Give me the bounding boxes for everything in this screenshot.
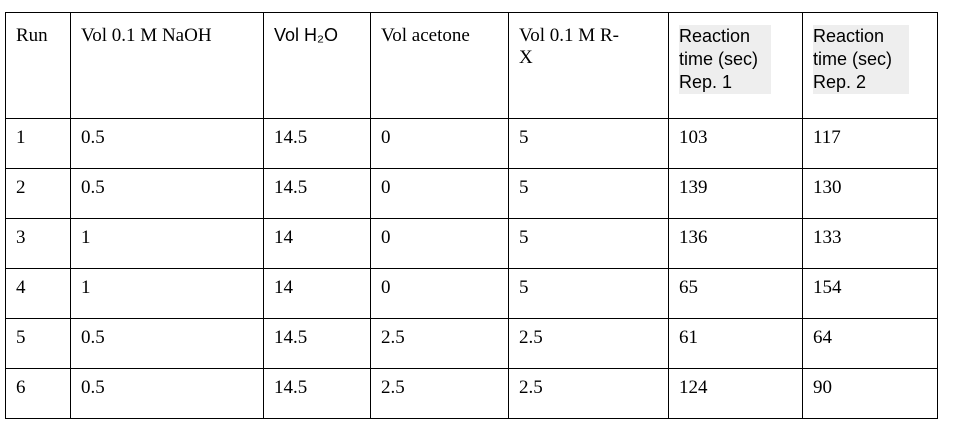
cell: 2.5: [370, 318, 509, 369]
cell: 65: [668, 268, 803, 319]
cell: 5: [5, 318, 71, 369]
data-row: 3 1 14 0 5 136 133: [5, 218, 938, 269]
header-cell: Vol H₂O: [263, 12, 371, 119]
cell: 14.5: [263, 368, 371, 419]
cell: 14.5: [263, 168, 371, 219]
cell: 3: [5, 218, 71, 269]
cell: 0: [370, 218, 509, 269]
header-text: Reaction time (sec) Rep. 2: [813, 25, 909, 94]
cell: 2.5: [508, 318, 669, 369]
cell: 0: [370, 168, 509, 219]
cell: 0.5: [70, 318, 264, 369]
cell: 103: [668, 118, 803, 169]
header-cell: Reaction time (sec) Rep. 2: [802, 12, 938, 119]
cell: 6: [5, 368, 71, 419]
header-cell: Run: [5, 12, 71, 119]
data-row: 5 0.5 14.5 2.5 2.5 61 64: [5, 318, 938, 369]
cell: 14.5: [263, 318, 371, 369]
cell: 2.5: [370, 368, 509, 419]
cell: 117: [802, 118, 938, 169]
cell: 0.5: [70, 368, 264, 419]
cell: 5: [508, 118, 669, 169]
cell: 0: [370, 268, 509, 319]
header-text: Reaction time (sec) Rep. 1: [679, 25, 771, 94]
data-row: 2 0.5 14.5 0 5 139 130: [5, 168, 938, 219]
cell: 14: [263, 268, 371, 319]
cell: 90: [802, 368, 938, 419]
header-cell: Vol 0.1 M NaOH: [70, 12, 264, 119]
cell: 1: [70, 268, 264, 319]
cell: 64: [802, 318, 938, 369]
cell: 136: [668, 218, 803, 269]
cell: 61: [668, 318, 803, 369]
cell: 4: [5, 268, 71, 319]
cell: 0.5: [70, 168, 264, 219]
cell: 1: [5, 118, 71, 169]
cell: 2.5: [508, 368, 669, 419]
cell: 124: [668, 368, 803, 419]
header-row: Run Vol 0.1 M NaOH Vol H₂O Vol acetone V…: [5, 12, 938, 119]
cell: 5: [508, 168, 669, 219]
cell: 1: [70, 218, 264, 269]
cell: 133: [802, 218, 938, 269]
cell: 154: [802, 268, 938, 319]
cell: 14.5: [263, 118, 371, 169]
header-text: Vol 0.1 M R-X: [519, 25, 619, 68]
cell: 139: [668, 168, 803, 219]
table-body: Run Vol 0.1 M NaOH Vol H₂O Vol acetone V…: [5, 12, 938, 419]
cell: 0.5: [70, 118, 264, 169]
cell: 14: [263, 218, 371, 269]
cell: 5: [508, 218, 669, 269]
header-cell: Reaction time (sec) Rep. 1: [668, 12, 803, 119]
cell: 5: [508, 268, 669, 319]
cell: 130: [802, 168, 938, 219]
header-cell: Vol acetone: [370, 12, 509, 119]
data-row: 6 0.5 14.5 2.5 2.5 124 90: [5, 368, 938, 419]
data-row: 1 0.5 14.5 0 5 103 117: [5, 118, 938, 169]
cell: 2: [5, 168, 71, 219]
cell: 0: [370, 118, 509, 169]
data-row: 4 1 14 0 5 65 154: [5, 268, 938, 319]
data-table: Run Vol 0.1 M NaOH Vol H₂O Vol acetone V…: [5, 12, 938, 419]
header-cell: Vol 0.1 M R-X: [508, 12, 669, 119]
